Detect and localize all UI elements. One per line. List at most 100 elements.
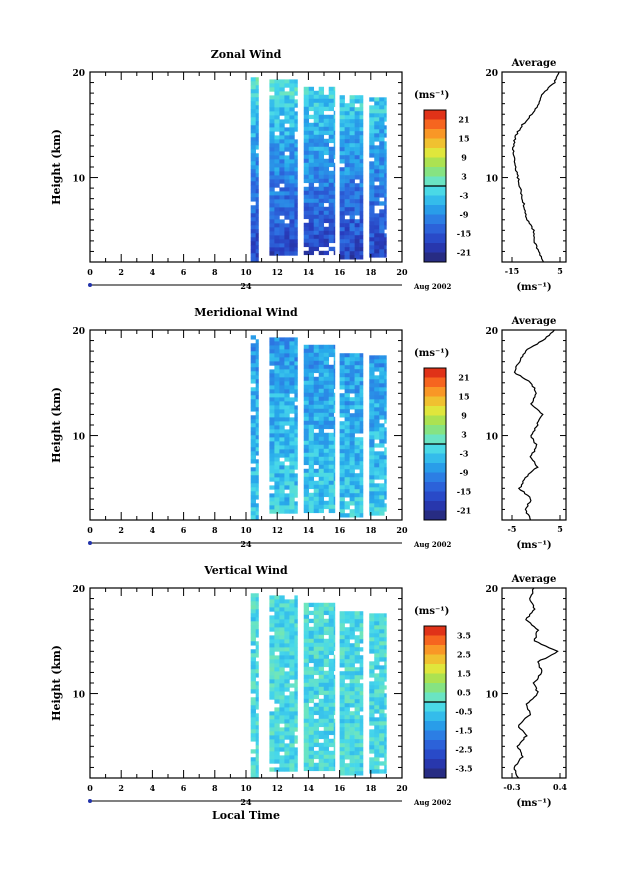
heatmap-cell [308,134,315,140]
heatmap-cell [303,710,310,716]
heatmap-cell [339,481,345,486]
colorbar-tick-label: 15 [458,134,469,144]
heatmap-cell [274,707,280,712]
heatmap-cell [303,646,310,652]
heatmap-cell [349,771,355,776]
heatmap-cell [339,219,345,224]
heatmap-cell [284,449,290,454]
heatmap-cell [349,647,355,652]
heatmap-cell [354,167,360,172]
heatmap-cell [269,223,275,228]
heatmap-cell [359,171,364,176]
heatmap-cell [333,440,336,446]
heatmap-cell [333,622,336,628]
x-tick-label: 8 [212,525,218,535]
heatmap-cell [255,197,259,202]
heatmap-cell [374,717,380,722]
heatmap-cell [279,111,285,116]
heatmap-cell [354,361,360,366]
heatmap-cell [349,139,355,144]
heatmap-cell [284,655,290,660]
heatmap-cell [354,771,360,776]
heatmap-cell [250,101,256,106]
heatmap-cell [269,135,275,140]
heatmap-cell [374,375,380,380]
heatmap-cell [303,130,310,136]
heatmap-cell [349,417,355,422]
heatmap-cell [369,141,375,146]
heatmap-cell [374,383,380,388]
heatmap-cell [303,436,310,442]
heatmap-cell [294,607,298,612]
heatmap-cell [250,761,256,766]
heatmap-cell [328,174,335,180]
heatmap-cell [284,735,290,740]
heatmap-cell [294,337,298,342]
heatmap-cell [255,371,259,376]
colorbar-tick-label: -21 [457,248,471,258]
heatmap-cell [323,158,330,164]
heatmap-cell [384,721,387,726]
heatmap-cell [250,197,256,202]
heatmap-cell [269,163,275,168]
heatmap-cell [255,165,259,170]
heatmap-cell [384,149,387,154]
heatmap-cell [384,487,387,492]
heatmap-cell [289,643,295,648]
heatmap-cell [369,443,375,448]
heatmap-cell [313,246,320,252]
heatmap-cell [308,408,315,414]
heatmap-cell [284,179,290,184]
colorbar-tick-label: -0.5 [455,707,472,717]
heatmap-cell [333,202,336,208]
heatmap-cell [274,231,280,236]
heatmap-cell [369,673,375,678]
heatmap-cell [289,401,295,406]
heatmap-cell [369,245,375,250]
heatmap-cell [323,702,330,708]
heatmap-cell [354,683,360,688]
colorbar-cell [424,635,446,646]
colorbar-label: (ms⁻¹) [414,606,449,617]
heatmap-cell [354,473,360,478]
heatmap-cell [359,421,364,426]
heatmap-cell [308,754,315,760]
heatmap-cell [379,741,385,746]
heatmap-cell [289,79,295,84]
heatmap-cell [349,143,355,148]
heatmap-cell [255,459,259,464]
heatmap-cell [328,480,335,486]
heatmap-cell [328,602,335,608]
heatmap-cell [269,385,275,390]
heatmap-cell [359,477,364,482]
heatmap-cell [269,235,275,240]
heatmap-cell [284,373,290,378]
heatmap-cell [308,182,315,188]
heatmap-cell [374,629,380,634]
heatmap-cell [279,675,285,680]
heatmap-cell [274,659,280,664]
heatmap-cell [255,769,259,774]
heatmap-cell [303,242,310,248]
heatmap-cell [384,685,387,690]
heatmap-cell [369,161,375,166]
heatmap-cell [284,651,290,656]
heatmap-cell [384,637,387,642]
heatmap-cell [303,706,310,712]
heatmap-cell [318,198,325,204]
heatmap-cell [374,169,380,174]
heatmap-cell [250,177,256,182]
heatmap-cell [374,97,380,102]
heatmap-cell [294,143,298,148]
x-tick-label: 16 [334,525,346,535]
heatmap-cell [328,614,335,620]
heatmap-cell [374,213,380,218]
heatmap-cell [318,662,325,668]
colorbar-cell [424,491,446,502]
heatmap-cell [374,451,380,456]
heatmap-cell [284,413,290,418]
heatmap-cell [284,143,290,148]
heatmap-cell [274,91,280,96]
heatmap-cell [274,747,280,752]
heatmap-cell [284,493,290,498]
